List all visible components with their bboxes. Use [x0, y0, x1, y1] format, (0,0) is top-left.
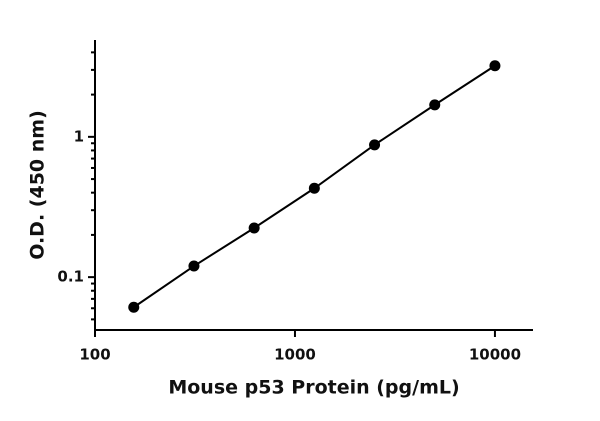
- data-point: [369, 139, 381, 151]
- y-axis-title: O.D. (450 nm): [27, 110, 49, 260]
- x-axis-title: Mouse p53 Protein (pg/mL): [168, 377, 459, 399]
- x-tick-label: 100: [79, 346, 110, 364]
- y-tick-label: 0.1: [57, 268, 84, 286]
- data-point: [489, 60, 501, 72]
- data-point: [128, 301, 140, 313]
- y-tick-label: 1: [74, 127, 84, 145]
- data-point: [308, 182, 320, 194]
- x-tick-label: 1000: [274, 346, 316, 364]
- data-point: [248, 222, 260, 234]
- data-point: [429, 99, 441, 111]
- x-tick-label: 10000: [469, 346, 521, 364]
- data-point: [188, 260, 200, 272]
